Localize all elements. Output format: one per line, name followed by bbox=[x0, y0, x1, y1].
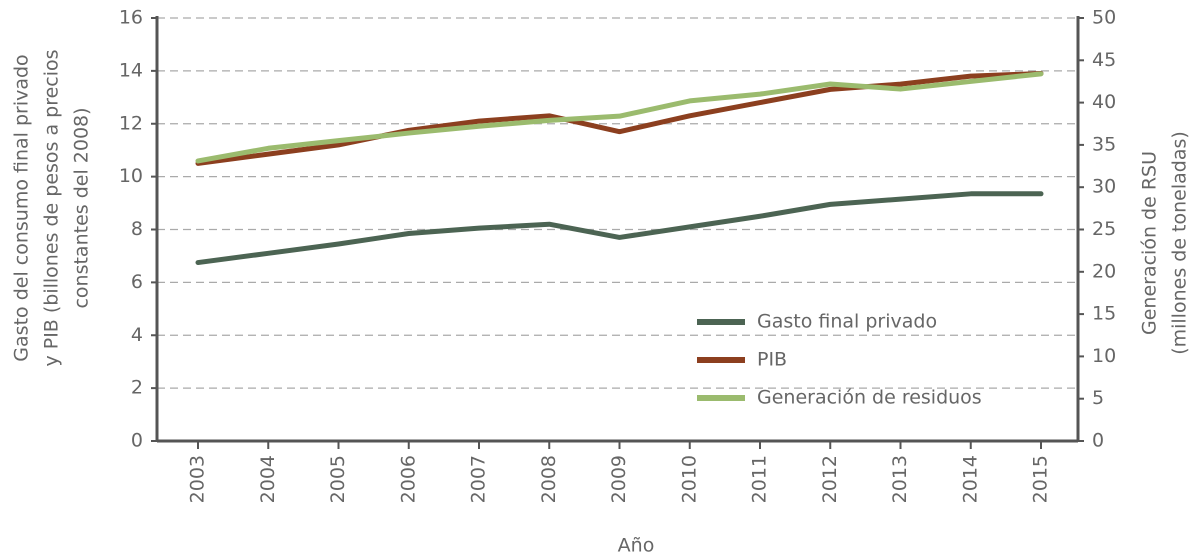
y-tick-label: 8 bbox=[131, 218, 143, 240]
x-tick-label: 2008 bbox=[538, 455, 560, 503]
y2-tick-label: 50 bbox=[1092, 7, 1116, 29]
x-tick-label: 2014 bbox=[959, 455, 981, 503]
x-axis-label: Año bbox=[618, 535, 655, 557]
y2-tick-label: 35 bbox=[1092, 133, 1116, 155]
y-axis-label: constantes del 2008) bbox=[71, 107, 93, 308]
x-tick-label: 2009 bbox=[608, 455, 630, 503]
x-tick-label: 2012 bbox=[819, 455, 841, 503]
legend-label: Gasto final privado bbox=[757, 311, 937, 333]
series-line bbox=[195, 191, 1044, 266]
y-axis-label: Gasto del consumo final privado bbox=[11, 54, 33, 361]
y2-tick-label: 30 bbox=[1092, 176, 1116, 198]
y-tick-label: 12 bbox=[119, 112, 143, 134]
series-line bbox=[195, 71, 1044, 164]
y2-tick-label: 45 bbox=[1092, 49, 1116, 71]
y2-tick-label: 0 bbox=[1092, 430, 1104, 452]
y-tick-label: 0 bbox=[131, 430, 143, 452]
y-tick-label: 6 bbox=[131, 271, 143, 293]
x-tick-label: 2013 bbox=[889, 455, 911, 503]
y2-tick-label: 25 bbox=[1092, 218, 1116, 240]
x-tick-label: 2006 bbox=[397, 455, 419, 503]
y-tick-label: 16 bbox=[119, 7, 143, 29]
y2-tick-label: 15 bbox=[1092, 303, 1116, 325]
x-tick-label: 2005 bbox=[327, 455, 349, 503]
x-tick-label: 2015 bbox=[1030, 455, 1052, 503]
x-tick-label: 2011 bbox=[749, 455, 771, 503]
y-tick-label: 2 bbox=[131, 377, 143, 399]
y2-axis-label: Generación de RSU bbox=[1139, 151, 1161, 335]
x-tick-label: 2004 bbox=[257, 455, 279, 503]
y2-tick-label: 10 bbox=[1092, 345, 1116, 367]
x-tick-label: 2003 bbox=[187, 455, 209, 503]
legend-label: Generación de residuos bbox=[757, 387, 982, 409]
y2-tick-label: 5 bbox=[1092, 387, 1104, 409]
series-line bbox=[195, 71, 1044, 166]
y-tick-label: 14 bbox=[119, 59, 143, 81]
y-tick-label: 4 bbox=[131, 324, 143, 346]
x-tick-label: 2010 bbox=[678, 455, 700, 503]
legend-label: PIB bbox=[757, 349, 787, 371]
y2-axis-label: (millones de toneladas) bbox=[1169, 131, 1191, 355]
x-tick-label: 2007 bbox=[468, 455, 490, 503]
y-tick-label: 10 bbox=[119, 165, 143, 187]
y2-tick-label: 40 bbox=[1092, 91, 1116, 113]
y-axis-label: y PIB (billones de pesos a precios bbox=[41, 49, 63, 366]
y2-tick-label: 20 bbox=[1092, 260, 1116, 282]
